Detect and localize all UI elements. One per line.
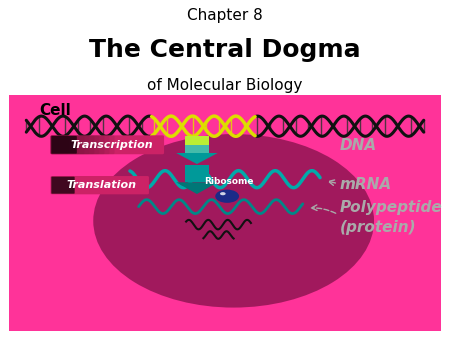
Polygon shape bbox=[185, 165, 209, 182]
Ellipse shape bbox=[215, 190, 239, 203]
Text: Chapter 8: Chapter 8 bbox=[187, 7, 263, 23]
FancyBboxPatch shape bbox=[50, 135, 114, 154]
FancyBboxPatch shape bbox=[50, 176, 149, 194]
Ellipse shape bbox=[220, 192, 225, 195]
Polygon shape bbox=[185, 145, 209, 153]
FancyBboxPatch shape bbox=[50, 135, 164, 154]
FancyBboxPatch shape bbox=[50, 135, 109, 154]
Polygon shape bbox=[185, 136, 209, 145]
Text: Transcription: Transcription bbox=[70, 140, 153, 150]
Text: Translation: Translation bbox=[67, 180, 137, 190]
Text: of Molecular Biology: of Molecular Biology bbox=[147, 78, 303, 93]
FancyBboxPatch shape bbox=[51, 136, 77, 154]
Text: Polypeptide
(protein): Polypeptide (protein) bbox=[339, 200, 442, 235]
Text: Cell: Cell bbox=[39, 103, 71, 118]
Ellipse shape bbox=[93, 134, 374, 308]
Polygon shape bbox=[176, 153, 218, 164]
Text: DNA: DNA bbox=[339, 138, 377, 153]
Polygon shape bbox=[176, 182, 218, 194]
Text: mRNA: mRNA bbox=[339, 177, 392, 192]
Text: Ribosome: Ribosome bbox=[205, 177, 254, 186]
FancyBboxPatch shape bbox=[0, 92, 450, 338]
Text: The Central Dogma: The Central Dogma bbox=[89, 38, 361, 62]
FancyBboxPatch shape bbox=[50, 135, 104, 154]
FancyBboxPatch shape bbox=[51, 177, 75, 194]
